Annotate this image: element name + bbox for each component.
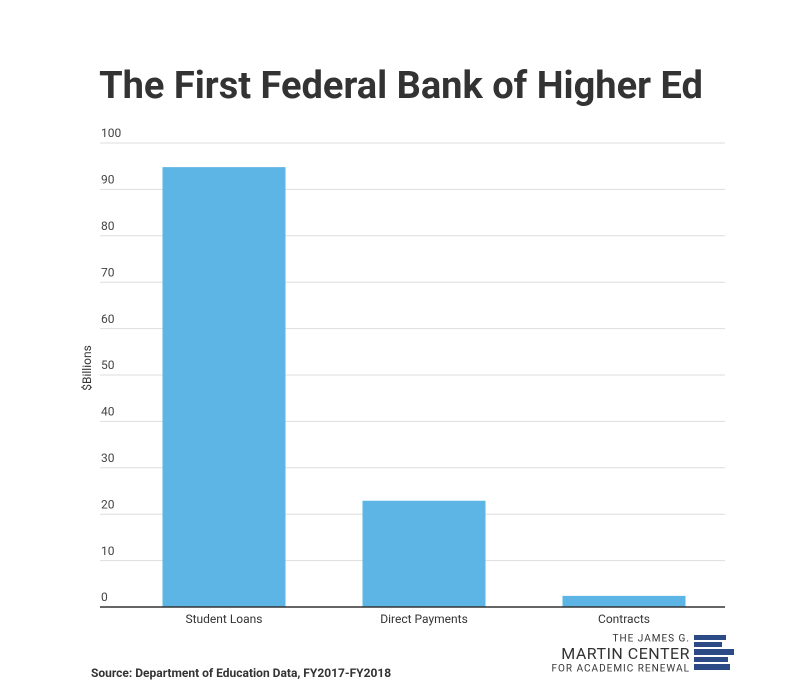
- y-axis-label: $Billions: [80, 345, 94, 391]
- x-tick-label: Contracts: [598, 612, 650, 626]
- x-tick-label: Student Loans: [186, 612, 263, 626]
- y-tick-label: 60: [101, 312, 115, 326]
- chart-title: The First Federal Bank of Higher Ed: [99, 64, 703, 108]
- y-tick-label: 30: [101, 451, 115, 465]
- y-tick-label: 90: [101, 173, 115, 187]
- logo-book: [694, 642, 722, 647]
- y-tick-label: 20: [101, 497, 115, 511]
- logo-book: [694, 635, 726, 640]
- x-tick-label: Direct Payments: [380, 612, 468, 626]
- logo-book: [694, 657, 728, 662]
- y-tick-label: 0: [101, 590, 108, 604]
- logo: THE JAMES G. MARTIN CENTER FOR ACADEMIC …: [552, 634, 734, 675]
- bar: [162, 167, 286, 608]
- y-tick-label: 40: [101, 405, 115, 419]
- y-tick-label: 80: [101, 219, 115, 233]
- bar: [362, 500, 486, 607]
- y-tick-label: 50: [101, 358, 115, 372]
- y-tick-label: 100: [101, 126, 121, 140]
- bar: [562, 595, 686, 607]
- logo-book: [694, 664, 730, 670]
- logo-book: [694, 649, 734, 655]
- logo-line: MARTIN CENTER: [561, 644, 690, 663]
- logo-line: THE JAMES G.: [613, 634, 690, 645]
- y-tick-label: 70: [101, 265, 115, 279]
- source-note: Source: Department of Education Data, FY…: [91, 666, 391, 680]
- y-tick-label: 10: [101, 544, 115, 558]
- logo-line: FOR ACADEMIC RENEWAL: [552, 664, 690, 675]
